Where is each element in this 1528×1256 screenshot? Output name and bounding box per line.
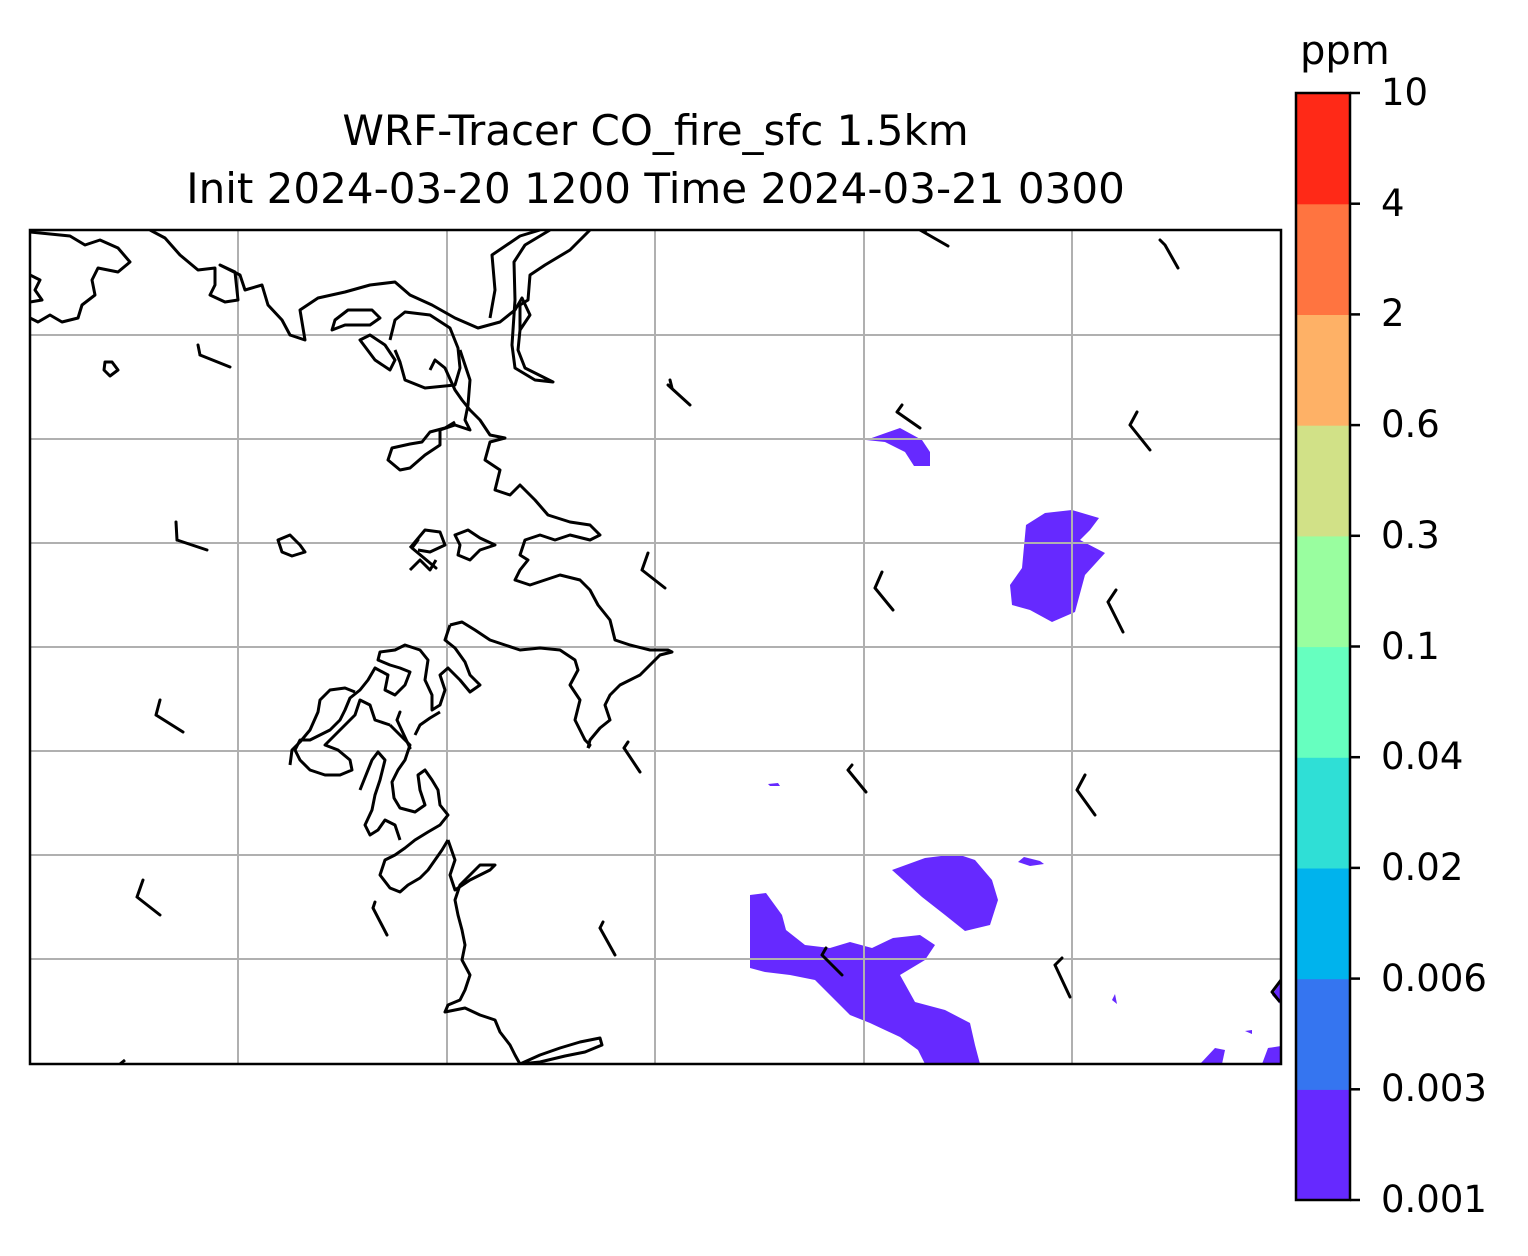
- coastline-small-1: [288, 686, 356, 766]
- plume-small-4: [1245, 1030, 1252, 1034]
- plume-east: [1010, 510, 1105, 622]
- wind-barb: [1053, 956, 1072, 999]
- coastline-small-3: [413, 710, 441, 736]
- colorbar-segment: [1296, 867, 1350, 980]
- colorbar-segment: [1296, 757, 1350, 869]
- wind-barb: [371, 900, 389, 937]
- plume-southeast-upper: [892, 854, 998, 931]
- colorbar-segment: [1296, 978, 1350, 1090]
- colorbar-tick-label: 10: [1381, 71, 1429, 114]
- gridlines: [30, 230, 1281, 1064]
- wind-barb: [895, 403, 922, 430]
- coastline-south: [443, 839, 522, 1064]
- wind-barb: [873, 570, 895, 612]
- plume-east-edge: [1262, 1046, 1281, 1064]
- colorbar-segment: [1296, 425, 1350, 537]
- coastline-island-3: [102, 360, 120, 378]
- coastline-north-channel: [488, 230, 541, 319]
- coastline-north: [30, 230, 132, 324]
- wind-barb: [846, 763, 868, 794]
- coastlines: [30, 230, 1281, 1064]
- plume-small-2: [768, 783, 780, 786]
- wind-barb: [640, 551, 667, 590]
- wind-barb: [196, 343, 232, 369]
- coastline-island-4: [276, 533, 307, 558]
- wind-barbs: [135, 230, 1180, 999]
- coastline-islands-mid-2: [453, 528, 497, 562]
- wind-barb: [1128, 410, 1152, 452]
- coastline-central-2: [293, 624, 482, 777]
- concentration-plumes: [750, 428, 1281, 1064]
- wind-barb: [1158, 238, 1180, 270]
- map-frame: [28, 228, 1283, 1066]
- wind-barb: [154, 698, 185, 734]
- plume-north: [866, 428, 930, 466]
- wind-barb: [395, 710, 412, 750]
- colorbar-segment: [1296, 203, 1350, 315]
- coastline-inlet-2: [428, 358, 674, 749]
- coastline-small-2: [358, 750, 402, 841]
- coastline-islands-mid: [408, 528, 447, 554]
- colorbar-tick-label: 0.001: [1381, 1178, 1487, 1221]
- colorbar-segment: [1296, 646, 1350, 758]
- colorbar-tick-label: 0.1: [1381, 624, 1440, 668]
- colorbar-segment: [1296, 535, 1350, 648]
- plume-southeast-corner: [1200, 1048, 1225, 1064]
- colorbar-tick-label: 0.3: [1381, 513, 1440, 557]
- plume-small-1: [1018, 857, 1044, 866]
- wind-barb: [622, 740, 642, 774]
- colorbar-tick-label: 0.006: [1381, 956, 1487, 1000]
- plume-small-3: [1112, 994, 1117, 1004]
- colorbar-segment: [1296, 314, 1350, 426]
- colorbar-tick-label: 2: [1381, 292, 1405, 336]
- colorbar-tick-label: 4: [1381, 181, 1405, 225]
- colorbar-tick-label: 0.02: [1381, 845, 1464, 889]
- coastline-north-inlet: [149, 230, 532, 342]
- coastline-edge-east: [1270, 979, 1281, 1003]
- wind-barb: [820, 946, 844, 977]
- map-title-line-1: WRF-Tracer CO_fire_sfc 1.5km: [342, 106, 969, 155]
- coastline-peninsula: [388, 310, 462, 390]
- colorbar-tick-label: 0.04: [1381, 735, 1464, 779]
- coastline-north-channel-2: [510, 230, 592, 384]
- wind-barb: [135, 878, 162, 917]
- coastline-inlet-3: [386, 349, 472, 472]
- coastline-central-3: [378, 723, 450, 894]
- colorbar: [1294, 91, 1360, 1202]
- coastline-northwest-island: [30, 273, 44, 304]
- wind-barb: [666, 378, 692, 407]
- wind-barb: [1106, 588, 1125, 634]
- coastline-central: [449, 620, 592, 749]
- wind-barb: [598, 920, 617, 957]
- wind-barb: [1075, 773, 1097, 817]
- coastline-south-2: [519, 1036, 604, 1064]
- map-title-line-2: Init 2024-03-20 1200 Time 2024-03-21 030…: [186, 164, 1125, 213]
- coastline-island-1: [330, 308, 382, 332]
- wind-barb: [174, 520, 209, 552]
- colorbar-segment: [1296, 1089, 1350, 1201]
- colorbar-unit-label: ppm: [1300, 28, 1390, 74]
- colorbar-tick-label: 0.6: [1381, 403, 1440, 447]
- colorbar-tick-label: 0.003: [1381, 1067, 1487, 1111]
- wind-barb: [410, 538, 438, 570]
- colorbar-segment: [1296, 93, 1350, 205]
- coastline-island-2: [358, 333, 397, 372]
